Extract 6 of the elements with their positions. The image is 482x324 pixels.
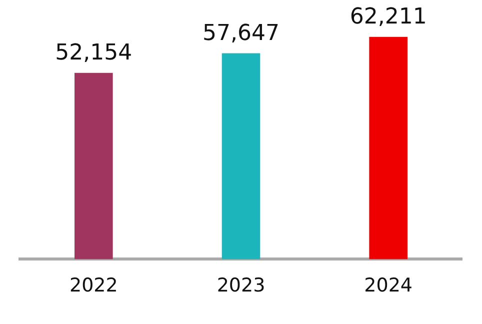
data-label: 52,154 xyxy=(55,40,132,66)
data-label: 62,211 xyxy=(350,4,427,30)
x-tick-label: 2023 xyxy=(216,274,266,297)
data-label: 57,647 xyxy=(202,20,280,46)
x-tick-label: 2024 xyxy=(364,274,413,297)
x-tick-label: 2022 xyxy=(69,274,118,297)
